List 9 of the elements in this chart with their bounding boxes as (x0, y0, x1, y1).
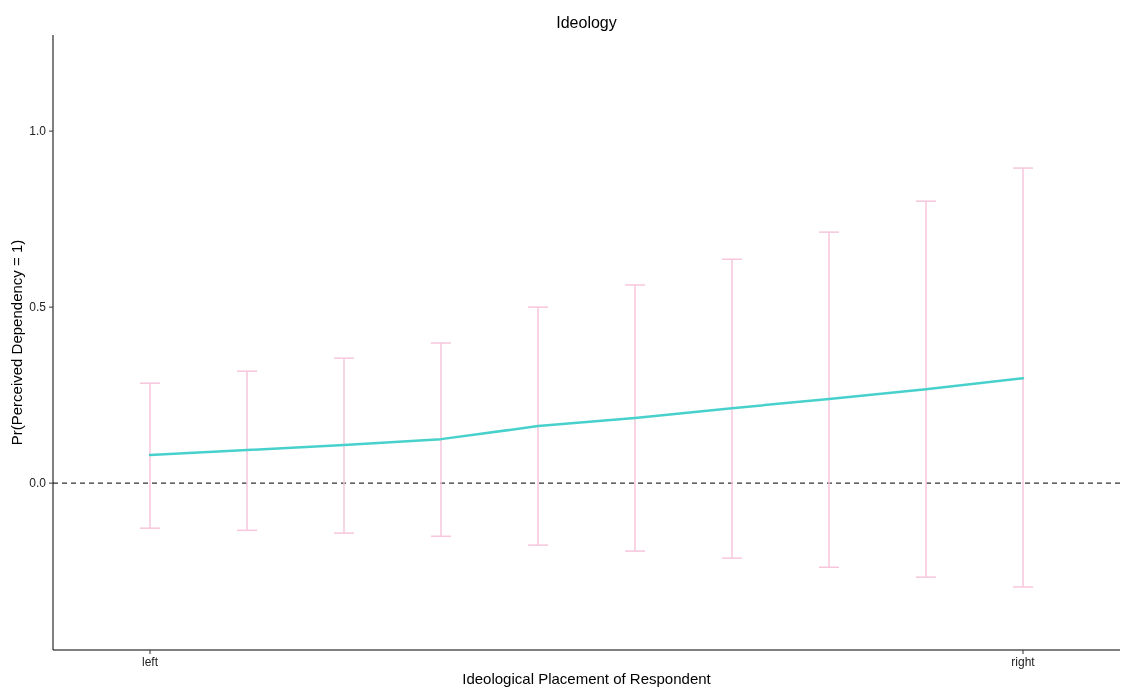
line-series (148, 376, 1025, 457)
chart-title: Ideology (556, 14, 617, 31)
x-tick-label: left (141, 655, 159, 669)
y-tick-label: 0.0 (29, 476, 47, 491)
x-axis-title: Ideological Placement of Respondent (462, 670, 712, 687)
x-tick-label: right (1011, 655, 1036, 669)
y-tick-label: 0.5 (29, 300, 47, 315)
y-axis-title: Pr(Perceived Dependency = 1) (8, 239, 25, 446)
y-tick-label: 1.0 (29, 124, 47, 139)
